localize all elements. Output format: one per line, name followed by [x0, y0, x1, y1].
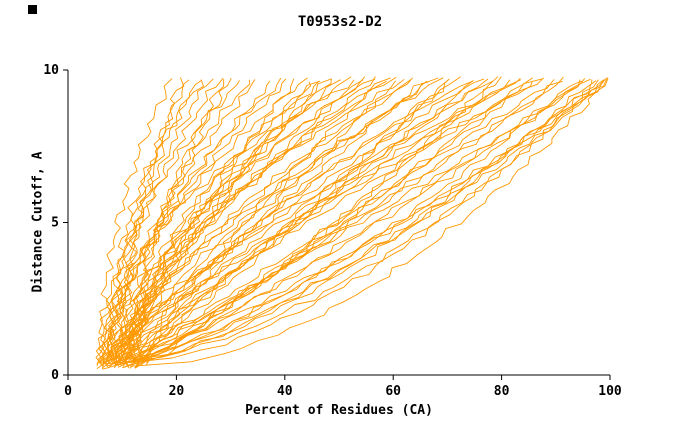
- model-curve: [96, 81, 429, 369]
- model-curve: [104, 79, 605, 365]
- model-curve: [123, 78, 405, 367]
- model-curve: [121, 80, 604, 369]
- model-curve: [125, 80, 563, 364]
- x-axis-label: Percent of Residues (CA): [245, 403, 433, 418]
- model-curve: [136, 77, 533, 367]
- model-curve: [98, 79, 474, 362]
- model-curve: [97, 79, 364, 362]
- model-curve: [130, 77, 609, 367]
- x-tick-label: 60: [385, 384, 401, 399]
- model-curve: [102, 78, 287, 366]
- corner-marker: [28, 5, 37, 14]
- x-tick-label: 100: [598, 384, 622, 399]
- model-curve: [134, 76, 502, 365]
- model-curve: [141, 79, 581, 363]
- x-tick-label: 20: [169, 384, 185, 399]
- model-curve: [114, 78, 376, 364]
- model-curve: [95, 80, 240, 367]
- model-curve: [124, 80, 320, 361]
- model-curve: [110, 77, 444, 360]
- y-tick-label: 5: [51, 216, 59, 231]
- model-curve: [135, 79, 225, 368]
- model-curve: [142, 80, 597, 363]
- model-curve: [95, 78, 173, 365]
- model-curve: [97, 79, 355, 364]
- axis-ticks: [63, 69, 611, 380]
- model-curve: [134, 79, 522, 369]
- model-curve: [118, 80, 202, 362]
- x-tick-label: 0: [64, 384, 72, 399]
- model-curve: [113, 78, 607, 363]
- chart-title: T0953s2-D2: [297, 14, 383, 30]
- model-curve: [129, 79, 599, 363]
- y-tick-label: 10: [43, 63, 59, 78]
- model-curve: [118, 80, 428, 364]
- model-curve: [104, 78, 214, 364]
- model-curve: [114, 76, 499, 366]
- model-curve: [105, 77, 545, 367]
- model-curve: [130, 78, 332, 362]
- model-curve: [109, 76, 366, 361]
- model-curve: [102, 78, 543, 369]
- model-curve: [107, 76, 564, 367]
- model-curve: [114, 77, 282, 362]
- model-curve: [96, 78, 586, 364]
- model-curve: [125, 78, 489, 362]
- model-curve: [113, 78, 485, 369]
- model-curve: [119, 79, 412, 365]
- model-curve: [108, 77, 608, 361]
- model-curve: [125, 79, 555, 368]
- tick-labels: 0 20 40 60 80 100 0 5 10: [43, 63, 622, 399]
- y-tick-label: 0: [51, 368, 59, 383]
- model-curve: [123, 80, 494, 368]
- model-curve: [130, 78, 450, 362]
- model-curve: [105, 76, 397, 367]
- model-curve: [114, 76, 376, 368]
- model-curves: [95, 76, 609, 370]
- model-curve: [128, 79, 251, 363]
- x-tick-label: 40: [277, 384, 293, 399]
- model-curve: [118, 77, 185, 363]
- x-tick-label: 80: [494, 384, 510, 399]
